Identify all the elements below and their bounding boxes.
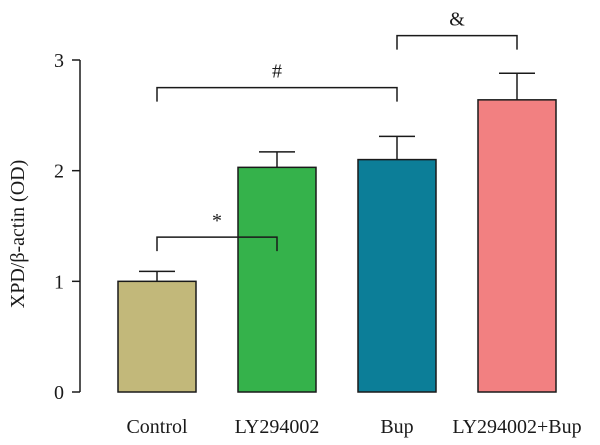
y-tick-label: 1 xyxy=(54,271,64,293)
significance-bracket xyxy=(156,86,398,102)
category-labels: Control LY294002 Bup LY294002+Bup xyxy=(126,416,581,438)
significance-label: # xyxy=(272,61,282,83)
significance-bracket xyxy=(396,34,518,50)
category-label: Control xyxy=(126,416,188,438)
y-ticks: 0 1 2 3 xyxy=(54,50,80,404)
y-tick-label: 3 xyxy=(54,50,64,72)
significance-label: * xyxy=(212,210,222,232)
category-label: LY294002 xyxy=(235,416,320,438)
category-label: Bup xyxy=(380,416,413,438)
bar-ly294002-bup xyxy=(477,99,557,393)
bar-bup xyxy=(357,158,437,393)
error-bars xyxy=(139,72,535,282)
category-label: LY294002+Bup xyxy=(452,416,581,438)
bar-control xyxy=(117,280,197,393)
significance-bracket xyxy=(156,236,278,252)
significance-brackets: * # & xyxy=(156,9,518,252)
bar-ly294002 xyxy=(237,166,317,393)
y-tick-label: 2 xyxy=(54,161,64,183)
significance-label: & xyxy=(449,9,465,31)
y-tick-label: 0 xyxy=(54,382,64,404)
bars xyxy=(117,99,557,393)
y-axis-label: XPD/β-actin (OD) xyxy=(7,160,29,308)
